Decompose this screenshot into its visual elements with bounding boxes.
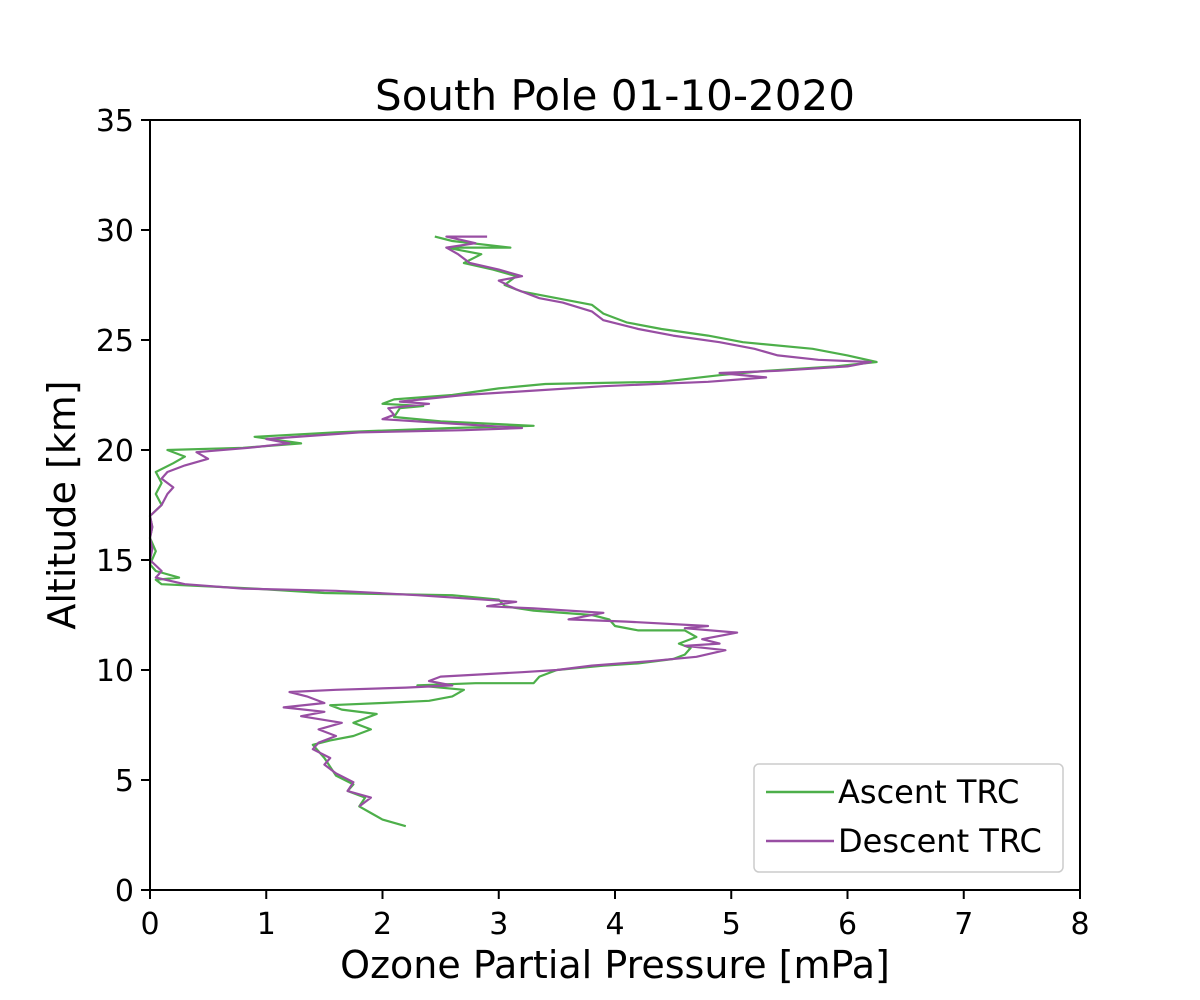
series-line-descent (148, 235, 872, 808)
x-tick-label: 8 (1070, 907, 1089, 942)
y-tick-label: 5 (115, 764, 134, 799)
y-tick-label: 0 (115, 874, 134, 909)
x-tick-label: 2 (373, 907, 392, 942)
y-tick-label: 20 (96, 434, 134, 469)
y-tick-label: 10 (96, 654, 134, 689)
x-tick-label: 3 (489, 907, 508, 942)
y-axis-label: Altitude [km] (40, 380, 84, 629)
series-line-ascent (148, 235, 878, 828)
x-tick-label: 5 (722, 907, 741, 942)
y-tick-label: 25 (96, 324, 134, 359)
chart-title: South Pole 01-10-2020 (375, 71, 855, 120)
legend-label-descent: Descent TRC (838, 822, 1042, 860)
x-tick-label: 0 (140, 907, 159, 942)
legend-label-ascent: Ascent TRC (838, 773, 1019, 811)
y-axis: 0 5 10 15 20 25 30 35 (96, 104, 150, 909)
x-axis: 0 1 2 3 4 5 6 7 8 (140, 890, 1090, 942)
x-tick-label: 7 (954, 907, 973, 942)
series-layer (148, 235, 878, 828)
legend: Ascent TRC Descent TRC (753, 763, 1064, 873)
x-tick-label: 4 (605, 907, 624, 942)
x-tick-label: 6 (838, 907, 857, 942)
y-tick-label: 15 (96, 544, 134, 579)
y-tick-label: 35 (96, 104, 134, 139)
y-tick-label: 30 (96, 214, 134, 249)
x-axis-label: Ozone Partial Pressure [mPa] (340, 943, 890, 987)
x-tick-label: 1 (257, 907, 276, 942)
